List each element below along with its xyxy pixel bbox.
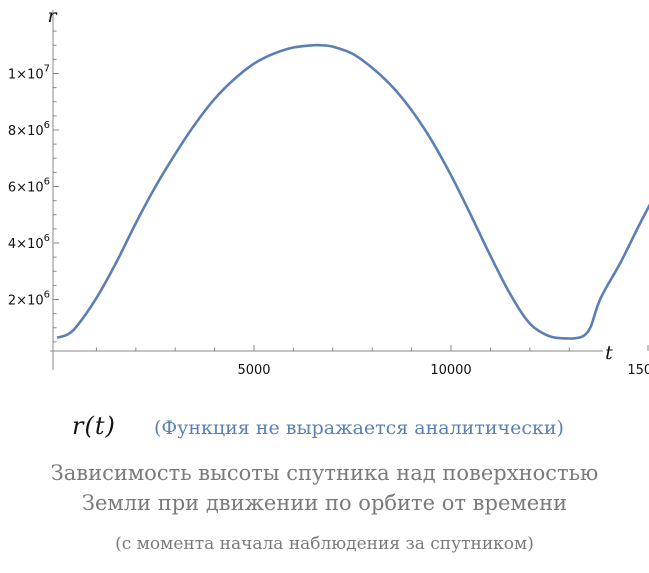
- y-tick-label: 4×106: [8, 233, 50, 252]
- y-axis-ticks: 2×106 4×106 6×106 8×106 1×107: [8, 30, 59, 343]
- y-axis-label: r: [47, 5, 58, 27]
- y-tick-label: 6×106: [8, 177, 50, 196]
- description-line-2: Земли при движении по орбите от времени: [81, 491, 568, 515]
- y-tick-label: 2×106: [8, 290, 50, 309]
- x-axis-ticks: 500010000150002000025000: [95, 345, 649, 378]
- x-tick-label: 5000: [237, 363, 270, 378]
- description-line-3: (с момента начала наблюдения за спутнико…: [115, 534, 534, 554]
- formula: r(t): [72, 412, 116, 440]
- y-tick-label: 1×107: [8, 64, 50, 83]
- caption-row: r(t) (Функция не выражается аналитически…: [0, 412, 649, 446]
- y-tick-label: 8×106: [8, 120, 50, 139]
- function-note: (Функция не выражается аналитически): [154, 417, 564, 439]
- x-tick-label: 15000: [627, 363, 649, 378]
- series-line: [56, 43, 649, 340]
- chart: 2×106 4×106 6×106 8×106 1×107 5000 10000 15000…: [8, 5, 649, 378]
- x-axis-label: t: [605, 342, 613, 364]
- x-tick-label: 10000: [430, 363, 471, 378]
- description-line-1: Зависимость высоты спутника над поверхно…: [50, 461, 599, 485]
